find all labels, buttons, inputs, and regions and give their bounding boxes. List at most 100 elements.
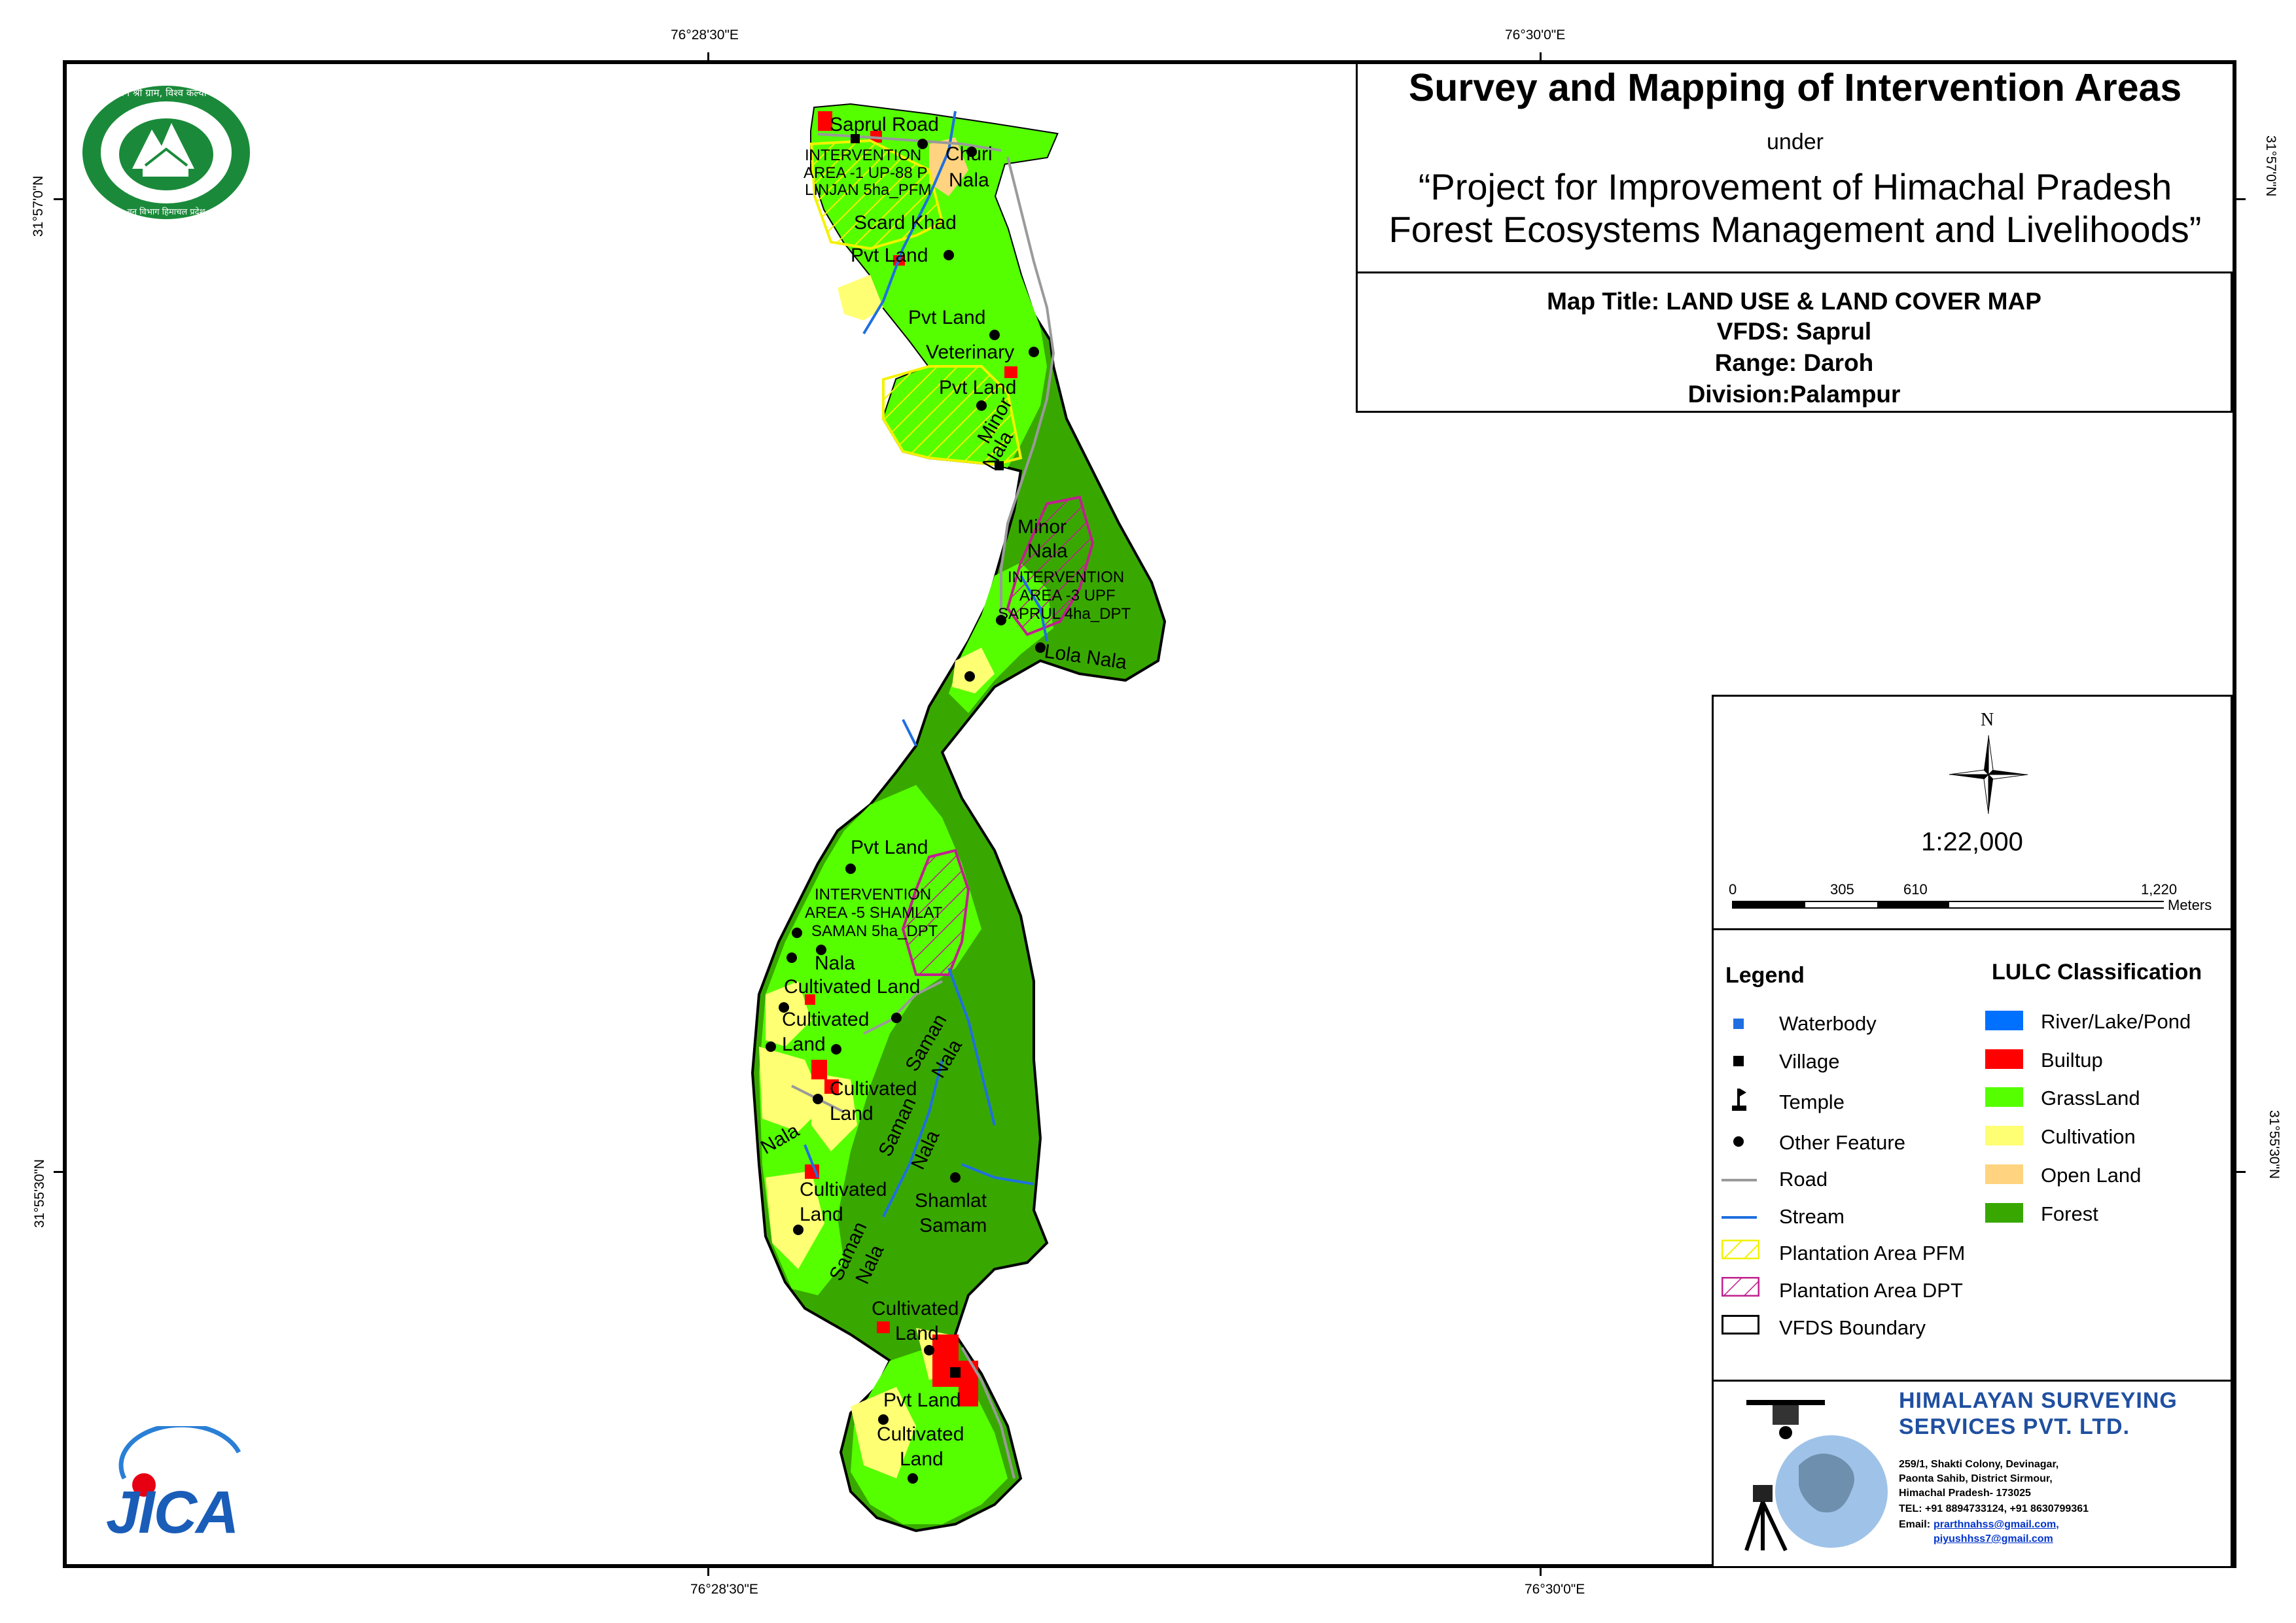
label-cultivated-2a: Cultivated <box>782 1009 869 1030</box>
company-email-2[interactable]: piyushhss7@gmail.com <box>1934 1533 2053 1544</box>
scale-tick-0: 0 <box>1729 881 1737 898</box>
cultivation-patch-3 <box>766 981 811 1047</box>
main-title: Survey and Mapping of Intervention Areas <box>1408 66 2182 109</box>
legend-panel: Legend LULC Classification Waterbody Vil… <box>1712 930 2233 1382</box>
tick-top-right <box>1540 52 1542 61</box>
lulc-builtup: Builtup <box>2041 1049 2103 1072</box>
label-churi-nala: Nala <box>949 169 989 191</box>
scale-tick-610: 610 <box>1903 881 1928 898</box>
company-address-2: Paonta Sahib, District Sirmour, <box>1899 1473 2053 1484</box>
label-ia5-line1: INTERVENTION <box>815 886 931 903</box>
coord-top-right: 76°30'0"E <box>1505 27 1566 43</box>
tick-right-bottom <box>2236 1171 2246 1173</box>
lulc-forest: Forest <box>2041 1202 2098 1225</box>
label-scard-khad: Scard Khad <box>854 212 957 234</box>
title-panel: Survey and Mapping of Intervention Areas… <box>1356 64 2233 273</box>
legend-other-feature: Other Feature <box>1779 1131 1905 1154</box>
label-minor-2: Minor <box>1017 516 1067 538</box>
label-cultivated-5a: Cultivated <box>872 1298 959 1319</box>
survey-equipment-logo <box>1744 1400 1888 1552</box>
company-email-label: Email: <box>1899 1519 1931 1530</box>
coord-bottom-right: 76°30'0"E <box>1525 1582 1585 1597</box>
pfm-hatch-icon <box>1722 1240 1759 1259</box>
village-square-icon <box>1733 1056 1744 1066</box>
label-pvt-land-3: Pvt Land <box>939 377 1016 398</box>
scale-unit: Meters <box>2168 897 2212 913</box>
legend-plantation-pfm: Plantation Area PFM <box>1779 1242 1966 1265</box>
label-cultivated-6a: Cultivated <box>877 1423 964 1445</box>
north-arrow-label: N <box>1981 710 1994 730</box>
cultivation-patch-4 <box>759 1047 824 1132</box>
coord-bottom-left: 76°28'30"E <box>690 1582 758 1597</box>
map-labels: Saprul Road INTERVENTION AREA -1 UP-88 P… <box>757 114 1131 1470</box>
label-cultivated-2b: Land <box>782 1034 826 1055</box>
legend-village: Village <box>1779 1050 1840 1073</box>
plantation-pfm-area-2 <box>882 365 1023 466</box>
village-markers <box>851 134 1004 1378</box>
label-pvt-land-4: Pvt Land <box>851 837 928 858</box>
tick-bottom-left <box>707 1567 709 1576</box>
lulc-river: River/Lake/Pond <box>2041 1010 2191 1033</box>
cultivation-patch-1 <box>838 275 883 321</box>
lulc-swatch-openland <box>1985 1164 2023 1184</box>
label-ia1-line1: INTERVENTION <box>805 147 921 164</box>
label-nala-1: Nala <box>815 952 855 974</box>
label-minor-nala-2: Nala <box>1027 540 1068 562</box>
map-title: Map Title: LAND USE & LAND COVER MAP <box>1547 288 2041 315</box>
lulc-swatch-grassland <box>1985 1087 2023 1107</box>
cultivation-patch-2 <box>952 648 995 693</box>
label-ia5-line3: SAMAN 5ha_DPT <box>811 922 938 940</box>
waterbody-square-icon <box>1733 1019 1744 1029</box>
tick-top-left <box>707 52 709 61</box>
temple-flag-icon <box>1732 1089 1746 1111</box>
label-cultivated-3b: Land <box>830 1103 874 1125</box>
company-address-1: 259/1, Shakti Colony, Devinagar, <box>1899 1459 2059 1470</box>
company-name-line2: SERVICES PVT. LTD. <box>1899 1414 2130 1439</box>
division-name: Division:Palampur <box>1687 381 1901 408</box>
map-info-panel: Map Title: LAND USE & LAND COVER MAP VFD… <box>1356 273 2233 413</box>
stream-line-icon <box>1722 1216 1757 1219</box>
label-shamlat: Shamlat <box>915 1190 987 1212</box>
builtup-patches <box>805 111 1017 1406</box>
company-email-1[interactable]: prarthnahss@gmail.com, <box>1934 1519 2059 1530</box>
label-cultivated-6b: Land <box>900 1448 944 1470</box>
openland-patch-1 <box>929 137 968 196</box>
lulc-swatch-river <box>1985 1011 2023 1030</box>
label-ia1-line3: LINJAN 5ha_PFM <box>805 181 931 199</box>
vfds-boundary-polygon <box>751 103 1167 1533</box>
plantation-dpt-area-5 <box>901 848 970 976</box>
cultivation-patch-6 <box>766 1171 824 1269</box>
label-cultivated-4b: Land <box>800 1204 843 1225</box>
map-frame <box>63 60 2236 1568</box>
map-points <box>766 139 1046 1484</box>
company-panel: HIMALAYAN SURVEYING SERVICES PVT. LTD. 2… <box>1712 1382 2233 1568</box>
label-ia3-line2: AREA -3 UPF <box>1019 587 1116 604</box>
forest-department-logo: वन श्री ग्राम, विश्व कल्याण वन विभाग हिम… <box>80 84 253 221</box>
plantation-pfm-area-1 <box>809 139 944 251</box>
company-address-3: Himachal Pradesh- 173025 <box>1899 1488 2031 1499</box>
legend-title: Legend <box>1725 963 1805 988</box>
vfds-name: VFDS: Saprul <box>1716 318 1872 345</box>
scale-ratio: 1:22,000 <box>1921 828 2023 856</box>
label-ia3-line1: INTERVENTION <box>1008 568 1124 586</box>
tick-left-bottom <box>54 1171 63 1173</box>
lulc-swatch-cultivation <box>1985 1126 2023 1145</box>
coord-top-left: 76°28'30"E <box>671 27 739 43</box>
lulc-cultivation: Cultivation <box>2041 1125 2136 1148</box>
label-cultivated-land-1: Cultivated Land <box>784 976 920 998</box>
label-veterinary: Veterinary <box>926 341 1014 363</box>
label-churi: Churi <box>945 143 993 165</box>
project-line-1: “Project for Improvement of Himachal Pra… <box>1418 166 2172 207</box>
tick-left-top <box>54 198 63 200</box>
legend-vfds-boundary: VFDS Boundary <box>1779 1316 1926 1339</box>
legend-waterbody: Waterbody <box>1779 1012 1877 1035</box>
forest-logo-text-bottom: वन विभाग हिमाचल प्रदेश <box>127 207 205 217</box>
label-cultivated-3a: Cultivated <box>830 1078 917 1100</box>
scale-tick-305: 305 <box>1830 881 1854 898</box>
cultivation-patch-7 <box>851 1387 916 1478</box>
dot-icon <box>1733 1136 1744 1147</box>
company-name-line1: HIMALAYAN SURVEYING <box>1899 1388 2178 1413</box>
label-pvt-land-5: Pvt Land <box>883 1389 961 1411</box>
scale-tick-1220: 1,220 <box>2141 881 2178 898</box>
